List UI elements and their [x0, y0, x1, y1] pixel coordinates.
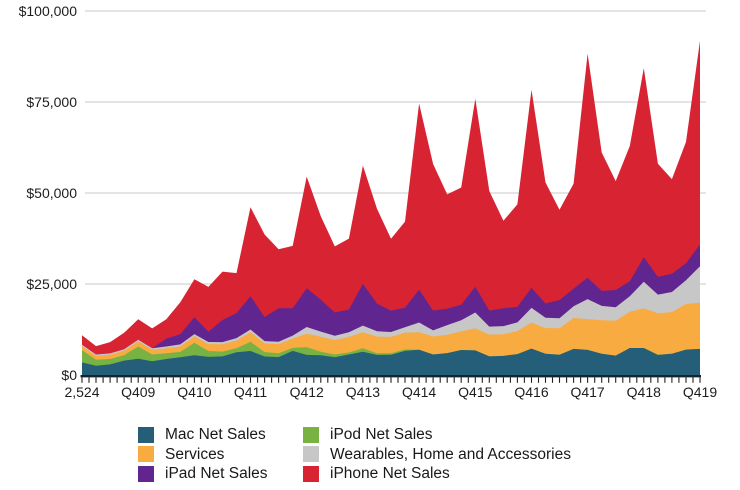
legend-item-iphone-net-sales: iPhone Net Sales [303, 464, 571, 484]
x-axis-label: Q414 [402, 384, 436, 400]
legend-item-ipad-net-sales: iPad Net Sales [138, 464, 303, 484]
legend-item-ipod-net-sales: iPod Net Sales [303, 425, 571, 445]
x-axis-label: Q411 [234, 384, 267, 400]
y-axis-label: $50,000 [26, 185, 77, 201]
y-axis-label: $100,000 [19, 3, 78, 19]
legend-swatch-ipad-net-sales-icon [138, 465, 154, 482]
y-axis-label: $25,000 [26, 276, 77, 292]
x-axis-label: Q417 [570, 384, 604, 400]
legend-label-ipod-net-sales: iPod Net Sales [330, 426, 433, 443]
legend-item-mac-net-sales: Mac Net Sales [138, 425, 303, 445]
legend-swatch-services-icon [138, 446, 154, 463]
legend-column-1: Mac Net Sales Services iPad Net Sales [138, 425, 303, 484]
x-axis-label: Q419 [683, 384, 717, 400]
legend-swatch-mac-net-sales-icon [138, 426, 154, 443]
x-axis-label: Q409 [121, 384, 155, 400]
x-axis-label: Q418 [627, 384, 661, 400]
x-axis-label: Q412 [290, 384, 324, 400]
legend-label-mac-net-sales: Mac Net Sales [165, 426, 266, 443]
x-axis-label: Q410 [177, 384, 211, 400]
y-axis-label: $75,000 [26, 94, 77, 110]
x-axis-label: Q415 [458, 384, 492, 400]
x-axis-label: 2,524 [64, 384, 99, 400]
legend-swatch-wearables-home-and-accessories-icon [303, 446, 319, 463]
legend-column-2: iPod Net Sales Wearables, Home and Access… [303, 425, 571, 484]
area-band-iphone-net-sales [82, 40, 700, 375]
legend-swatch-iphone-net-sales-icon [303, 465, 319, 482]
legend-swatch-ipod-net-sales-icon [303, 426, 319, 443]
legend-label-iphone-net-sales: iPhone Net Sales [330, 465, 450, 482]
legend-label-services: Services [165, 445, 225, 463]
x-axis-label: Q413 [346, 384, 380, 400]
legend-item-wearables-home-and-accessories: Wearables, Home and Accessories [303, 445, 571, 465]
y-axis-label: $0 [61, 367, 77, 383]
legend-label-ipad-net-sales: iPad Net Sales [165, 465, 268, 482]
chart-legend: Mac Net Sales Services iPad Net Sales iPod … [138, 425, 571, 484]
x-axis-label: Q416 [514, 384, 548, 400]
legend-label-wearables-home-and-accessories: Wearables, Home and Accessories [330, 445, 571, 463]
legend-item-services: Services [138, 445, 303, 465]
area-band-mac-net-sales [82, 348, 700, 375]
